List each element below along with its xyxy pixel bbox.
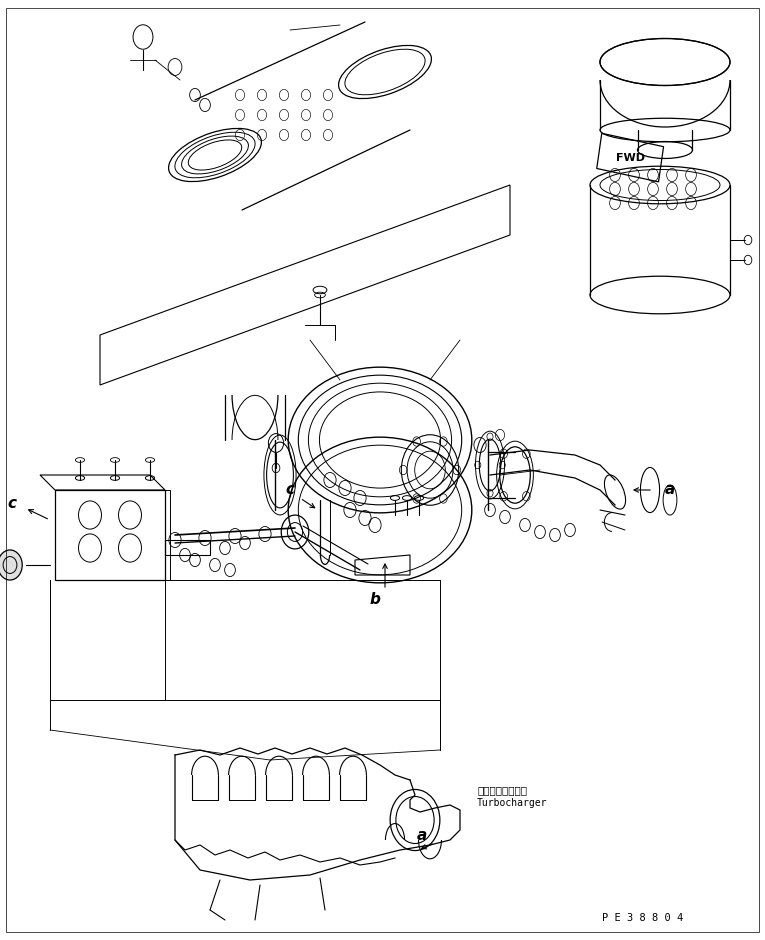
FancyBboxPatch shape bbox=[597, 133, 663, 181]
Text: Turbocharger: Turbocharger bbox=[477, 798, 548, 808]
Text: c: c bbox=[285, 482, 295, 497]
Text: c: c bbox=[8, 496, 17, 511]
Ellipse shape bbox=[600, 39, 730, 86]
Text: a: a bbox=[417, 828, 427, 843]
Text: ターボチャージャ: ターボチャージャ bbox=[477, 785, 527, 795]
Text: FWD: FWD bbox=[616, 152, 645, 163]
Text: b: b bbox=[369, 592, 380, 607]
Text: P E 3 8 8 0 4: P E 3 8 8 0 4 bbox=[602, 914, 683, 923]
Text: a: a bbox=[665, 482, 675, 497]
Circle shape bbox=[0, 550, 22, 580]
